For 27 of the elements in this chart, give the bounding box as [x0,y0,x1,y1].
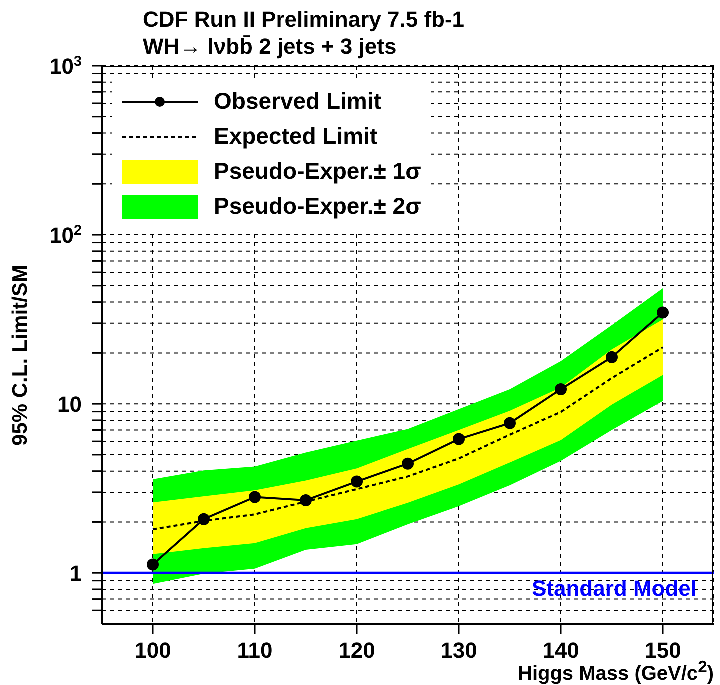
chart-subtitle: WH→ lνbb̄ 2 jets + 3 jets [143,34,397,59]
chart-title: CDF Run II Preliminary 7.5 fb-1 [143,7,465,32]
x-tick-label: 120 [338,638,376,663]
point [198,513,210,526]
x-tick-label: 130 [440,638,478,663]
point [300,494,312,506]
point [657,306,669,319]
x-tick-label: 110 [237,638,273,663]
y-tick-label: 10$^{3}$ [50,54,82,79]
y-tick-label: 10 [58,392,82,418]
point [606,351,618,364]
point [402,458,414,470]
y-tick-label: 10$^{2}$ [50,223,82,248]
legend-label: Observed Limit [214,88,382,115]
legend-label: Pseudo-Exper.± 1σ [214,158,422,185]
y-axis-title: 95% C.L. Limit/SM [9,265,33,446]
x-tick-label: 100 [134,638,172,663]
point [351,476,363,488]
point [249,491,261,504]
point [453,433,465,446]
point [555,383,567,396]
point [504,417,516,430]
point [147,558,159,571]
legend-label: Expected Limit [214,123,378,150]
ref-line-label: Standard Model [532,576,697,602]
y-tick-label: 1 [70,561,82,586]
legend-label: Pseudo-Exper.± 2σ [214,193,422,220]
